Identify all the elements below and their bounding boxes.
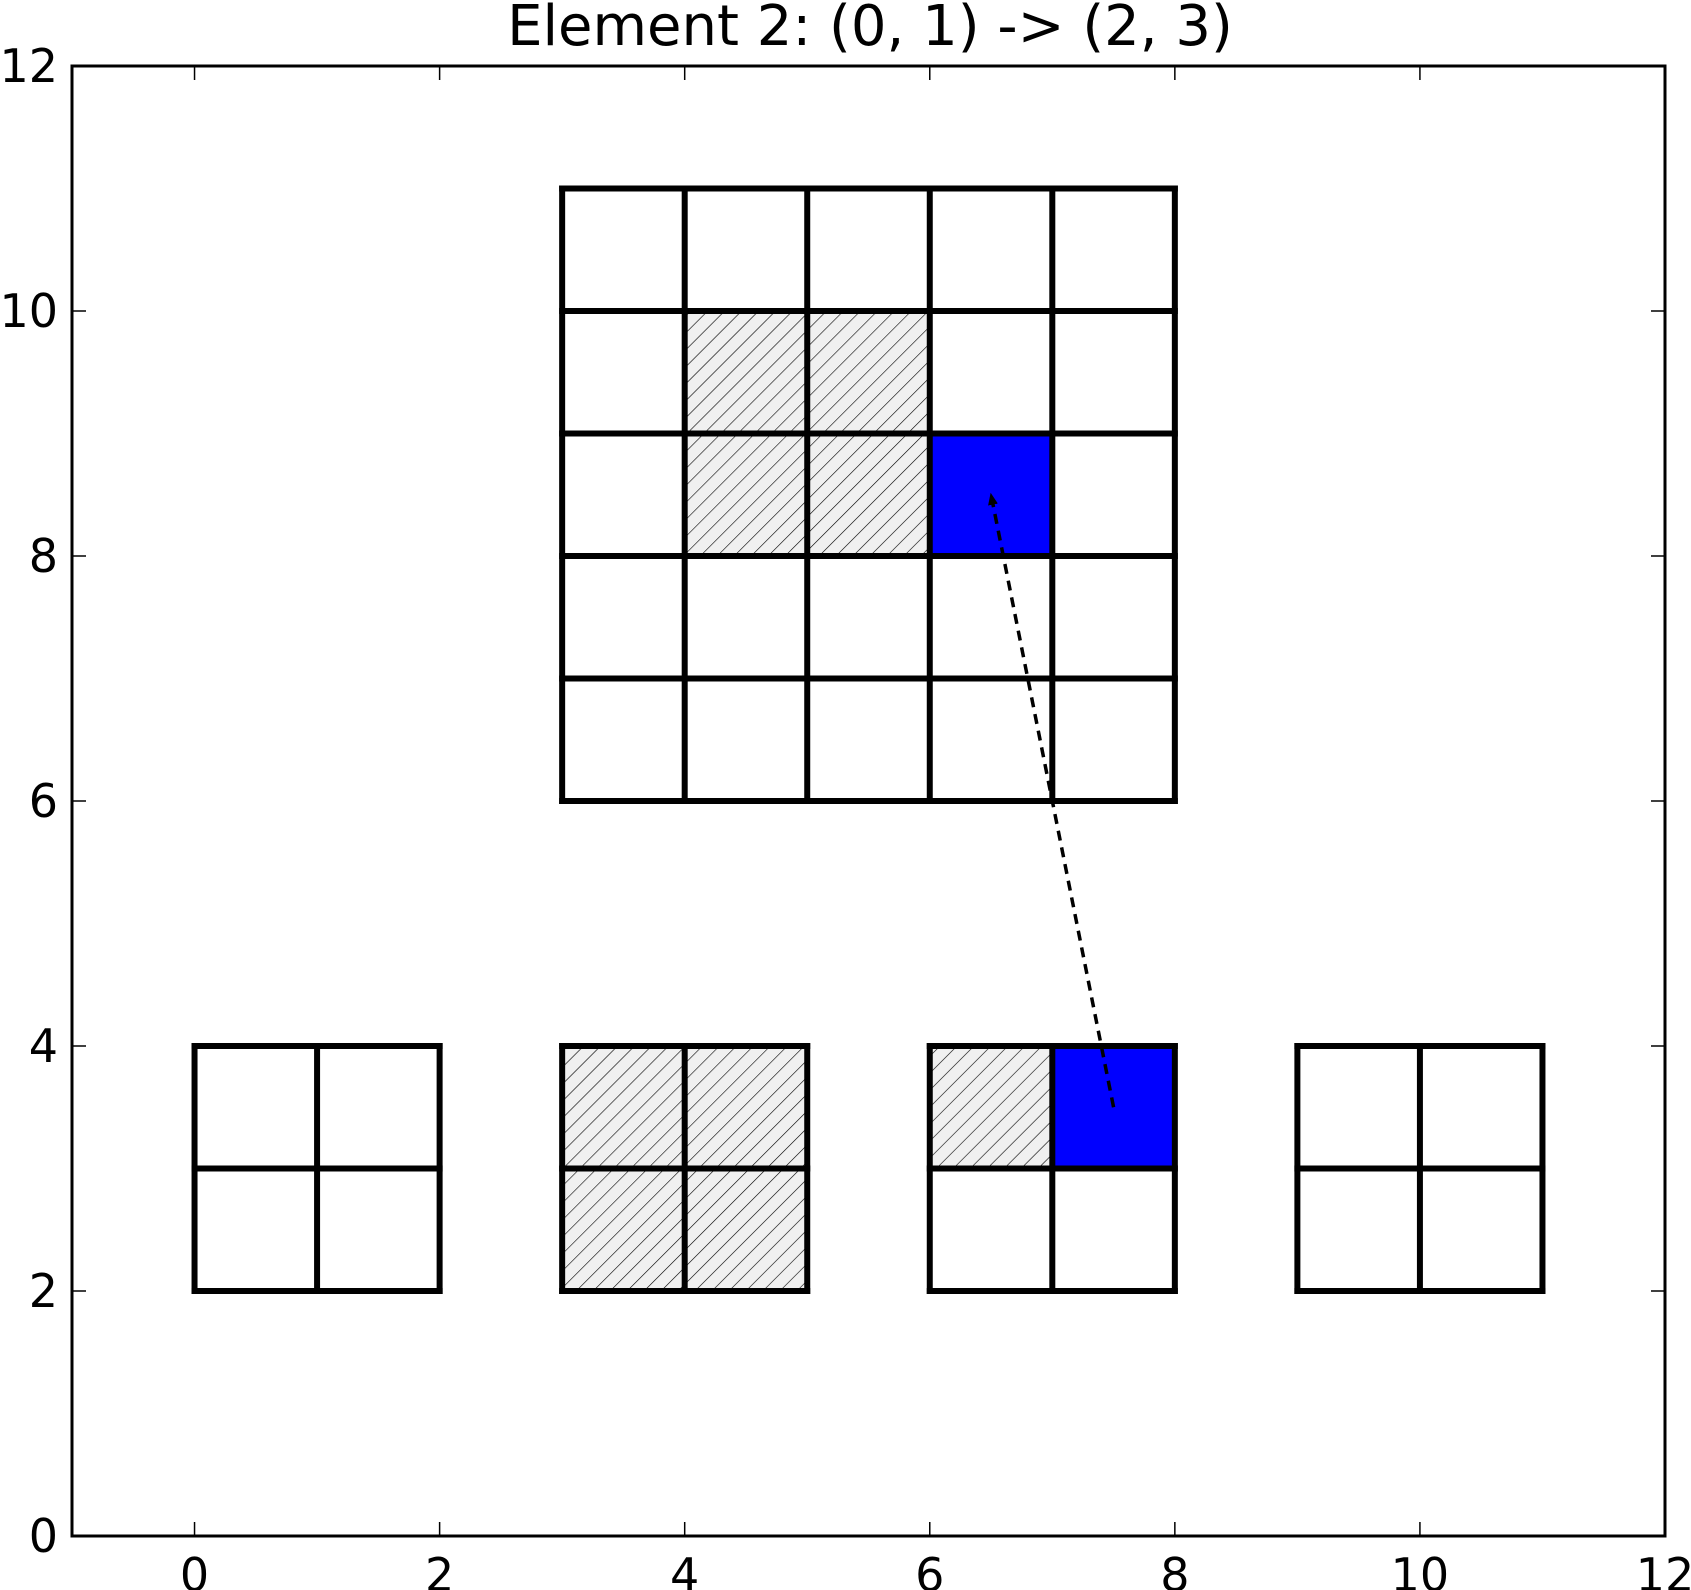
- move-arrow: [988, 492, 1116, 1108]
- small-grid-2: [559, 1043, 811, 1294]
- x-tick-label: 10: [1391, 1548, 1450, 1590]
- x-tick-label: 2: [425, 1548, 454, 1590]
- y-tick-label: 2: [29, 1264, 58, 1318]
- chart-title: Element 2: (0, 1) -> (2, 3): [507, 0, 1233, 59]
- small-grid-4: [1294, 1043, 1546, 1294]
- x-tick-label: 4: [670, 1548, 699, 1590]
- arrow-layer: [988, 492, 1116, 1108]
- hatched-cell: [562, 1046, 685, 1169]
- x-tick-label: 0: [180, 1548, 209, 1590]
- small-grid-3: [926, 1043, 1178, 1294]
- y-tick-label: 4: [29, 1019, 58, 1073]
- hatched-cell: [807, 311, 930, 434]
- hatched-cell: [807, 433, 930, 556]
- grids: [191, 185, 1546, 1294]
- small-grid-1: [191, 1043, 443, 1294]
- y-tick-label: 6: [29, 774, 58, 828]
- y-tick-label: 12: [0, 39, 58, 93]
- hatched-cell: [684, 1168, 808, 1291]
- large-grid: [559, 185, 1178, 804]
- hatched-cell: [562, 1168, 685, 1291]
- hatched-cell: [929, 1046, 1053, 1169]
- x-tick-label: 6: [915, 1548, 944, 1590]
- hatched-cell: [684, 433, 808, 556]
- y-tick-label: 10: [0, 284, 58, 338]
- x-tick-label: 8: [1160, 1548, 1189, 1590]
- x-tick-label: 12: [1636, 1548, 1691, 1590]
- hatched-cell: [684, 1046, 808, 1169]
- y-tick-label: 8: [29, 529, 58, 583]
- axis-ticks: 0 2 4 6 8 10 12 0 2 4 6 8 10 12: [0, 39, 1691, 1590]
- hatched-cell: [684, 311, 808, 434]
- y-tick-label: 0: [29, 1509, 58, 1563]
